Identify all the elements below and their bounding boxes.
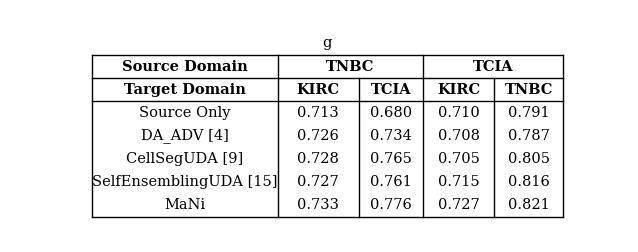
Text: g: g xyxy=(322,36,332,50)
Text: 0.713: 0.713 xyxy=(297,106,339,120)
Text: 0.727: 0.727 xyxy=(438,198,480,212)
Text: 0.710: 0.710 xyxy=(438,106,480,120)
Text: CellSegUDA [9]: CellSegUDA [9] xyxy=(126,152,244,166)
Text: 0.715: 0.715 xyxy=(438,175,480,189)
Text: KIRC: KIRC xyxy=(437,83,480,97)
Text: 0.680: 0.680 xyxy=(370,106,412,120)
Text: 0.733: 0.733 xyxy=(297,198,339,212)
Text: SelfEnsemblingUDA [15]: SelfEnsemblingUDA [15] xyxy=(92,175,278,189)
Text: MaNi: MaNi xyxy=(164,198,205,212)
Text: 0.791: 0.791 xyxy=(508,106,549,120)
Text: TCIA: TCIA xyxy=(473,60,514,74)
Text: 0.765: 0.765 xyxy=(370,152,412,166)
Text: 0.708: 0.708 xyxy=(438,129,480,143)
Text: TNBC: TNBC xyxy=(505,83,553,97)
Text: 0.816: 0.816 xyxy=(508,175,550,189)
Text: 0.727: 0.727 xyxy=(297,175,339,189)
Text: TNBC: TNBC xyxy=(326,60,375,74)
Text: Target Domain: Target Domain xyxy=(124,83,246,97)
Text: 0.734: 0.734 xyxy=(370,129,412,143)
Text: TCIA: TCIA xyxy=(371,83,412,97)
Text: 0.761: 0.761 xyxy=(371,175,412,189)
Text: 0.728: 0.728 xyxy=(297,152,339,166)
Text: DA_ADV [4]: DA_ADV [4] xyxy=(141,129,229,143)
Text: 0.726: 0.726 xyxy=(297,129,339,143)
Text: 0.776: 0.776 xyxy=(370,198,412,212)
Text: Source Only: Source Only xyxy=(139,106,230,120)
Text: 0.787: 0.787 xyxy=(508,129,550,143)
Text: 0.821: 0.821 xyxy=(508,198,549,212)
Text: KIRC: KIRC xyxy=(297,83,340,97)
Text: Source Domain: Source Domain xyxy=(122,60,248,74)
Text: 0.705: 0.705 xyxy=(438,152,480,166)
Text: 0.805: 0.805 xyxy=(508,152,550,166)
